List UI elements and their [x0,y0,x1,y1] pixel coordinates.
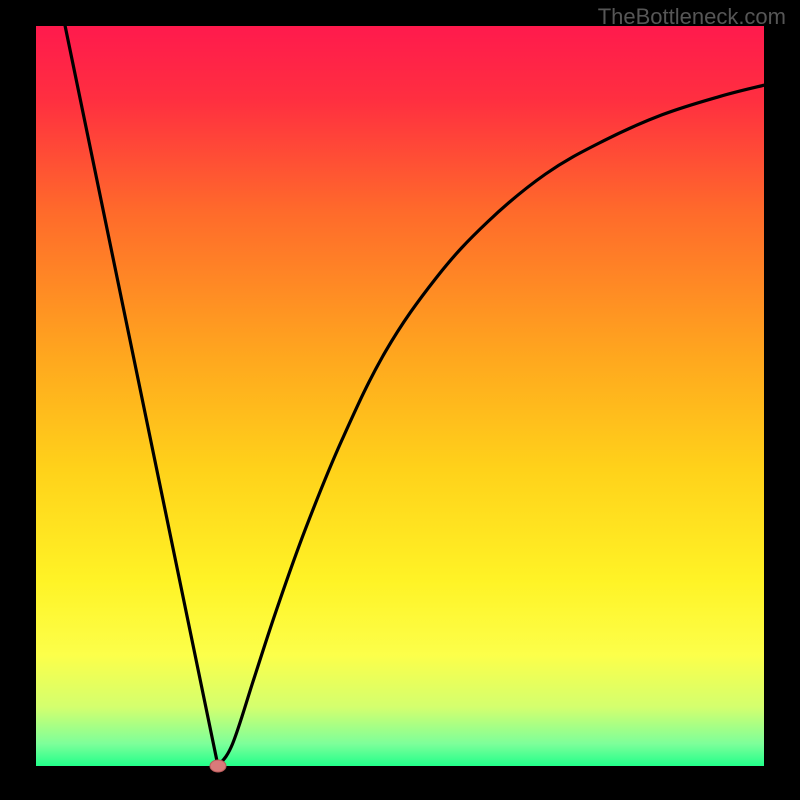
bottleneck-curve-chart: TheBottleneck.com [0,0,800,800]
plot-background [36,26,764,766]
chart-svg [0,0,800,800]
minimum-marker [210,760,226,772]
attribution-label: TheBottleneck.com [598,4,786,30]
